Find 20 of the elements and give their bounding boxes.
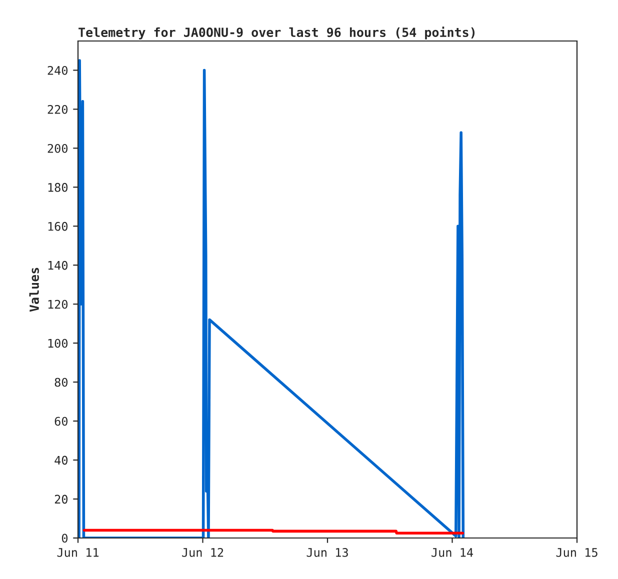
y-tick-label: 20 <box>54 494 68 504</box>
x-tick-label: Jun 15 <box>556 548 598 557</box>
x-tick-label: Jun 12 <box>182 548 224 557</box>
y-tick-label: 80 <box>54 378 68 387</box>
y-tick-label: 240 <box>48 66 68 75</box>
y-tick-label: 40 <box>54 456 68 465</box>
y-tick-label: 120 <box>48 300 68 309</box>
y-tick-label: 100 <box>48 338 68 348</box>
y-tick-label: 0 <box>62 534 68 543</box>
x-tick-label: Jun 13 <box>306 548 348 557</box>
y-tick-label: 200 <box>48 144 68 153</box>
y-tick-label: 60 <box>54 416 68 426</box>
y-tick-label: 140 <box>48 260 68 270</box>
y-axis-title: Values <box>29 268 39 312</box>
y-tick-label: 160 <box>48 222 68 231</box>
x-tick-label: Jun 11 <box>57 548 99 557</box>
x-tick-label: Jun 14 <box>432 548 474 557</box>
y-tick-label: 180 <box>48 182 68 192</box>
y-tick-label: 220 <box>48 104 68 114</box>
chart-title: Telemetry for JA0ONU-9 over last 96 hours (54 points) <box>78 26 475 40</box>
